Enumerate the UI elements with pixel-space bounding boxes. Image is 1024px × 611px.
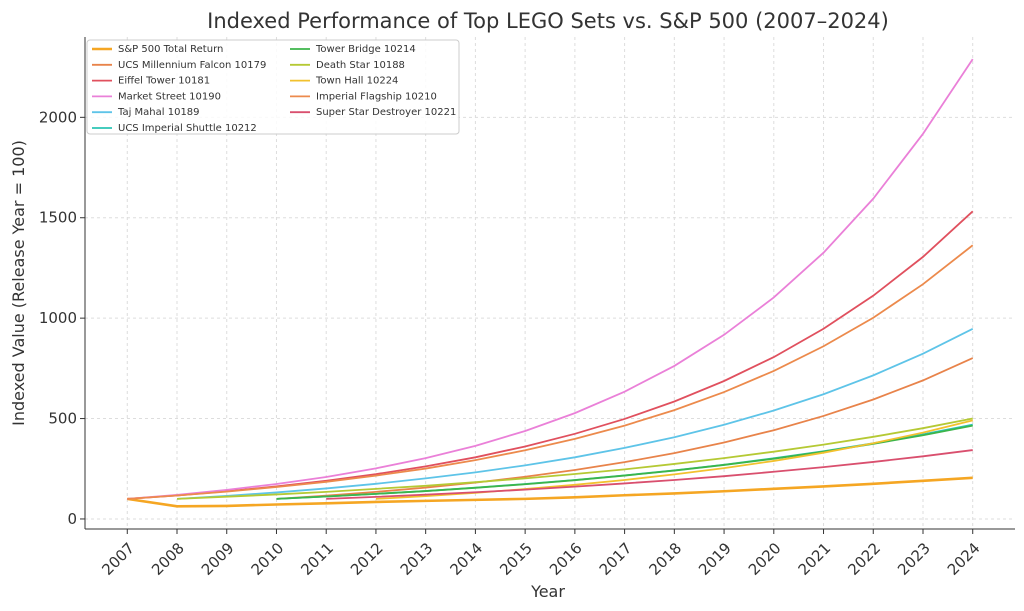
x-tick-label: 2007 <box>98 539 138 579</box>
legend-label: Super Star Destroyer 10221 <box>316 107 456 118</box>
legend-label: UCS Imperial Shuttle 10212 <box>118 123 257 134</box>
x-tick-label: 2015 <box>496 539 536 579</box>
legend-label: UCS Millennium Falcon 10179 <box>118 60 266 71</box>
x-tick-label: 2019 <box>695 539 735 579</box>
line-series <box>127 210 974 500</box>
y-axis-label: Indexed Value (Release Year = 100) <box>9 140 28 426</box>
x-tick-label: 2008 <box>148 539 188 579</box>
chart-title: Indexed Performance of Top LEGO Sets vs.… <box>207 9 889 33</box>
line-series <box>127 476 973 508</box>
line-series <box>127 58 974 500</box>
y-tick-label: 1000 <box>39 309 77 327</box>
x-tick-label: 2011 <box>297 539 337 579</box>
legend-label: Eiffel Tower 10181 <box>118 76 210 87</box>
legend-label: Imperial Flagship 10210 <box>316 91 437 102</box>
x-tick-label: 2009 <box>198 539 238 579</box>
x-tick-label: 2020 <box>745 539 785 579</box>
x-tick-label: 2012 <box>347 539 387 579</box>
line-series <box>326 449 973 500</box>
line-series <box>127 244 974 500</box>
x-tick-label: 2024 <box>944 539 984 579</box>
x-axis-label: Year <box>530 582 565 601</box>
x-tick-label: 2016 <box>546 539 586 579</box>
x-tick-label: 2021 <box>795 539 835 579</box>
line-series <box>176 417 973 500</box>
x-tick-label: 2018 <box>645 539 685 579</box>
y-tick-label: 1500 <box>39 209 77 227</box>
legend-label: Market Street 10190 <box>118 91 221 102</box>
legend: S&P 500 Total Return UCS Millennium Falco… <box>86 39 460 135</box>
x-tick-label: 2023 <box>894 539 934 579</box>
x-tick-label: 2013 <box>397 539 437 579</box>
y-tick-label: 0 <box>67 510 77 528</box>
y-tick-label: 2000 <box>39 108 77 126</box>
legend-label: Town Hall 10224 <box>315 76 398 87</box>
x-tick-label: 2022 <box>844 539 884 579</box>
line-series <box>276 357 974 500</box>
line-series <box>176 327 974 500</box>
legend-label: Taj Mahal 10189 <box>117 107 200 118</box>
y-tick-label: 500 <box>48 410 77 428</box>
legend-label: Death Star 10188 <box>316 60 405 71</box>
x-tick-label: 2014 <box>446 539 486 579</box>
legend-label: Tower Bridge 10214 <box>315 44 416 55</box>
legend-box <box>86 39 460 135</box>
legend-label: S&P 500 Total Return <box>118 44 223 55</box>
x-tick-label: 2010 <box>248 539 288 579</box>
x-tick-label: 2017 <box>596 539 636 579</box>
